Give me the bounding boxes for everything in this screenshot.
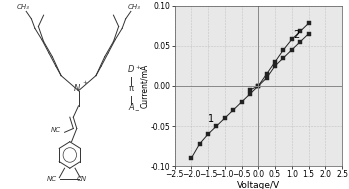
Text: −: − — [135, 108, 139, 112]
Text: CH₃: CH₃ — [128, 5, 141, 10]
Text: 1: 1 — [208, 114, 214, 124]
Text: NC: NC — [51, 127, 61, 133]
X-axis label: Voltage/V: Voltage/V — [237, 181, 280, 189]
Text: CN: CN — [77, 177, 87, 182]
Text: π: π — [128, 84, 133, 93]
Text: NC: NC — [47, 177, 58, 182]
Y-axis label: Current/mA: Current/mA — [140, 64, 149, 108]
Text: 2: 2 — [294, 30, 300, 40]
Text: CH₃: CH₃ — [16, 5, 29, 10]
Text: +: + — [135, 65, 140, 70]
Text: A: A — [128, 103, 134, 112]
Text: D: D — [128, 65, 134, 74]
Text: +: + — [82, 80, 87, 85]
Text: N: N — [74, 84, 80, 93]
